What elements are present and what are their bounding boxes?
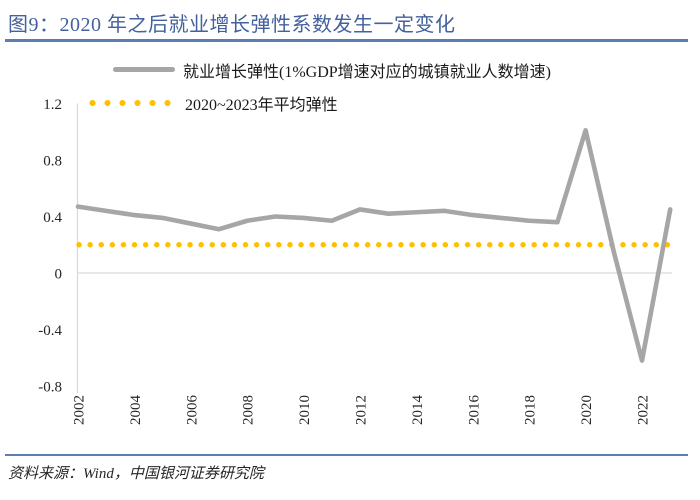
chart-legend: 就业增长弹性(1%GDP增速对应的城镇就业人数增速) 2020~2023年平均弹… <box>85 56 551 116</box>
y-tick-label: 0.8 <box>43 154 62 170</box>
figure-title: 图9：2020 年之后就业增长弹性系数发生一定变化 <box>8 14 456 36</box>
legend-label: 2020~2023年平均弹性 <box>185 96 338 114</box>
x-tick-label: 2014 <box>410 395 426 426</box>
legend-item-average: 2020~2023年平均弹性 <box>85 89 551 116</box>
y-tick-label: 0.4 <box>43 210 62 226</box>
x-tick-label: 2018 <box>523 395 539 425</box>
title-divider <box>5 39 688 42</box>
y-tick-label: 0 <box>55 267 63 283</box>
x-tick-label: 2006 <box>184 395 200 426</box>
x-tick-label: 2004 <box>128 395 144 426</box>
legend-label: 就业增长弹性(1%GDP增速对应的城镇就业人数增速) <box>183 63 551 81</box>
x-tick-label: 2010 <box>297 395 313 425</box>
footer-divider <box>5 454 688 456</box>
elasticity-series-line <box>75 128 673 363</box>
x-tick-label: 2016 <box>466 395 482 426</box>
average-dotted-swatch <box>85 98 177 107</box>
x-tick-label: 2002 <box>72 395 88 425</box>
elasticity-line-chart: 1.2 0.8 0.4 0 -0.4 -0.8 2002 2004 2006 2008 2010 20… <box>38 97 673 426</box>
x-tick-label: 2020 <box>579 395 595 425</box>
x-tick-label: 2008 <box>241 395 257 425</box>
y-tick-label: 1.2 <box>43 97 62 113</box>
y-tick-label: -0.4 <box>38 323 62 339</box>
legend-item-elasticity: 就业增长弹性(1%GDP增速对应的城镇就业人数增速) <box>85 56 551 83</box>
x-tick-label: 2012 <box>354 395 370 425</box>
x-tick-label: 2022 <box>636 395 652 425</box>
series-line-swatch <box>113 67 175 72</box>
source-note: 资料来源：Wind，中国银河证券研究院 <box>8 466 264 482</box>
y-tick-label: -0.8 <box>38 380 62 396</box>
